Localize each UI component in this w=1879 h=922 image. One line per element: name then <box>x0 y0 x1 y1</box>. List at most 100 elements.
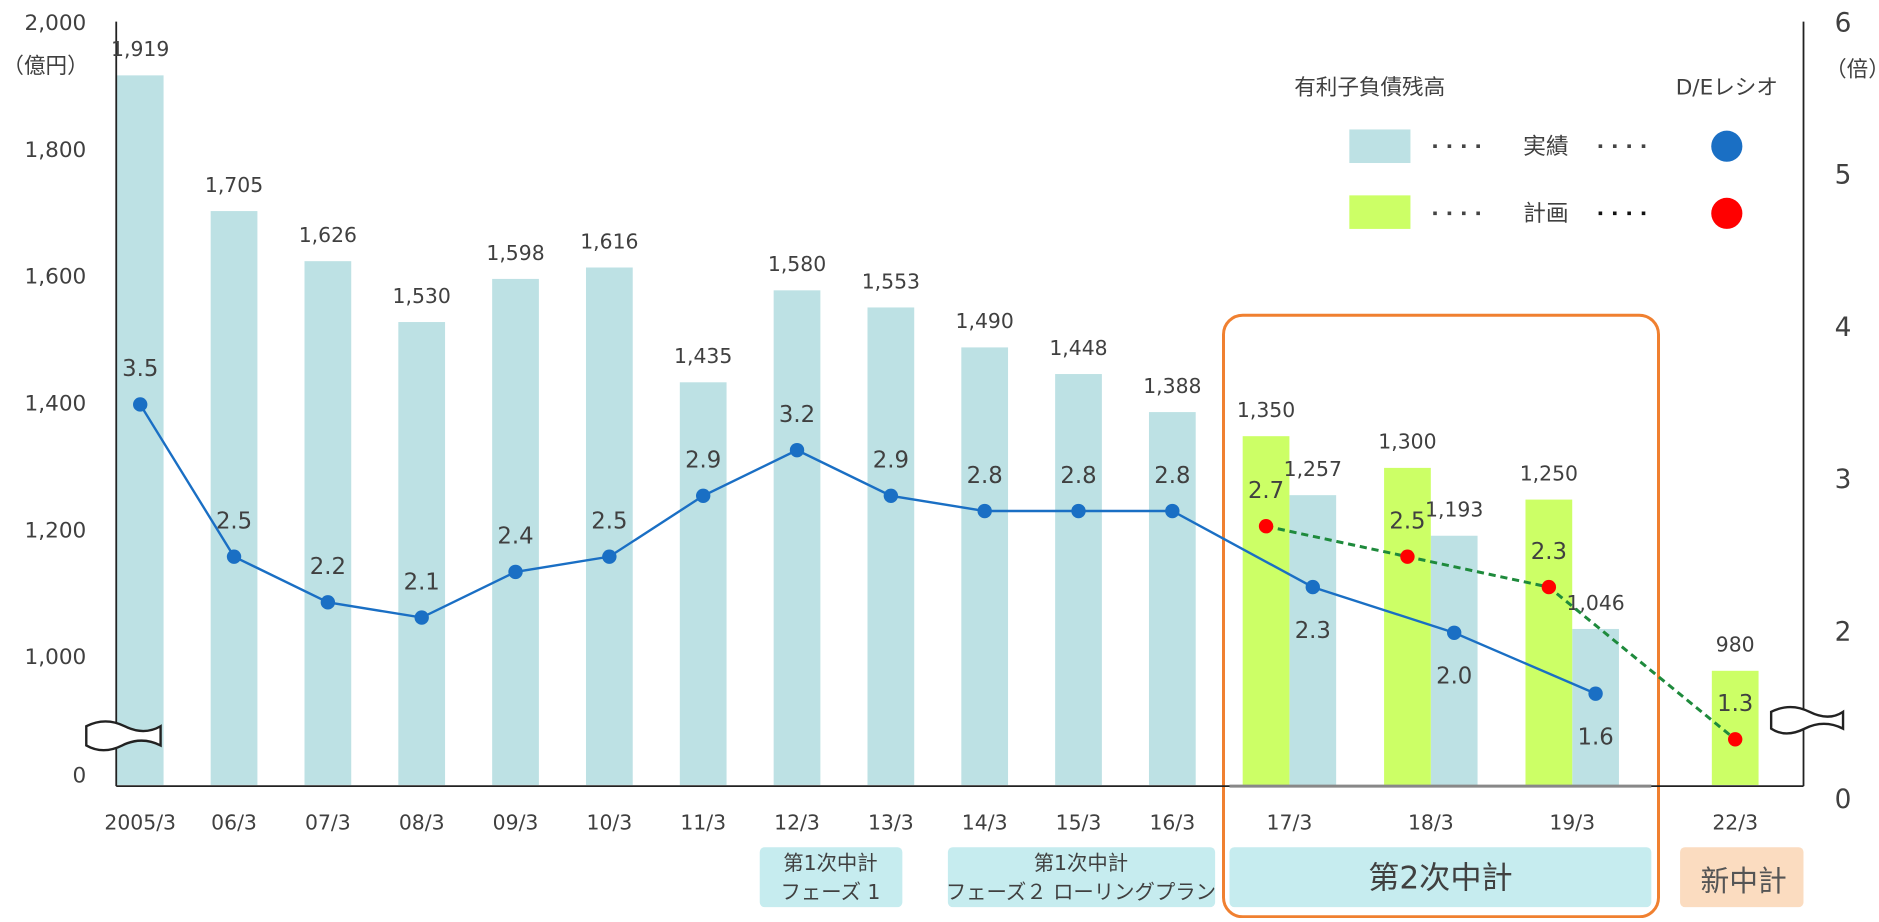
bar-label: 1,705 <box>205 173 263 197</box>
bar-label: 1,300 <box>1378 430 1436 454</box>
y2-tick-label: 0 <box>1835 785 1852 815</box>
period-label: 第2次中計 <box>1368 861 1512 897</box>
marker <box>1400 549 1415 564</box>
legend-swatch <box>1349 129 1411 164</box>
x-tick-label: 15/3 <box>1056 810 1102 834</box>
axis-break <box>1769 705 1845 735</box>
data-label: 1.3 <box>1717 691 1753 717</box>
marker <box>1258 519 1274 534</box>
y-tick-label: 0 <box>73 764 87 789</box>
y-tick-label: 1,400 <box>25 391 87 416</box>
bar-label: 1,626 <box>299 223 357 247</box>
bar <box>492 278 539 785</box>
y-tick-label: 1,600 <box>25 265 87 290</box>
legend-swatch <box>1349 195 1411 229</box>
bar <box>867 307 915 785</box>
x-tick-label: 17/3 <box>1267 810 1313 834</box>
marker <box>883 488 899 503</box>
x-tick-label: 08/3 <box>399 810 445 834</box>
marker <box>1071 503 1086 519</box>
axis-break <box>85 720 162 752</box>
bars <box>116 75 1759 785</box>
bar <box>773 290 821 785</box>
y-tick-label: 2,000 <box>25 11 87 36</box>
marker <box>1588 686 1603 701</box>
bar-label: 1,530 <box>393 284 451 308</box>
marker <box>1446 625 1462 640</box>
data-label: 2.1 <box>404 569 440 595</box>
y2-unit: （倍） <box>1825 58 1879 83</box>
x-tick-label: 10/3 <box>586 810 632 834</box>
period-label: フェーズ 1 <box>781 880 881 904</box>
data-label: 3.5 <box>122 356 158 382</box>
marker <box>226 549 242 564</box>
bar <box>679 382 727 785</box>
bar <box>1711 670 1759 785</box>
marker <box>1541 579 1557 595</box>
y-tick-label: 1,200 <box>25 518 87 543</box>
marker <box>789 442 805 458</box>
marker <box>1165 503 1180 519</box>
data-label: 2.8 <box>1060 463 1096 489</box>
y2-tick-label: 4 <box>1835 313 1852 343</box>
period-box <box>947 847 1216 908</box>
marker <box>1305 579 1320 595</box>
data-label: 2.0 <box>1436 664 1472 690</box>
period-label: 新中計 <box>1700 864 1786 898</box>
marker <box>977 503 992 519</box>
marker <box>1728 732 1743 747</box>
marker <box>695 488 711 503</box>
marker <box>320 595 336 610</box>
y2-tick-label: 3 <box>1835 465 1852 495</box>
x-tick-label: 2005/3 <box>104 810 176 834</box>
period-box <box>759 847 903 908</box>
x-tick-label: 09/3 <box>493 810 539 834</box>
bar-label: 1,046 <box>1566 591 1624 615</box>
legend-label: 計画 <box>1523 201 1568 227</box>
bar-label: 1,257 <box>1284 457 1342 481</box>
bar <box>1525 499 1573 785</box>
bar-label: 980 <box>1716 633 1755 657</box>
bar-label: 1,580 <box>768 252 826 276</box>
data-label: 2.3 <box>1531 539 1567 565</box>
bar <box>1148 412 1196 785</box>
bar <box>961 347 1009 785</box>
bar-label: 1,193 <box>1425 498 1483 522</box>
period-label: 第1次中計 <box>783 851 877 875</box>
bar-label: 1,490 <box>956 309 1014 333</box>
y2-tick-label: 5 <box>1835 161 1852 191</box>
x-tick-label: 22/3 <box>1712 810 1758 834</box>
bar <box>1055 374 1102 785</box>
legend-marker <box>1711 197 1743 229</box>
bar <box>585 267 633 785</box>
legend-title: 有利子負債残高 <box>1294 76 1445 101</box>
bar-label: 1,598 <box>486 241 544 265</box>
x-tick-label: 07/3 <box>305 810 351 834</box>
y2-tick-label: 6 <box>1835 9 1852 39</box>
x-tick-label: 16/3 <box>1149 810 1195 834</box>
bar <box>1430 535 1478 785</box>
x-tick-label: 18/3 <box>1408 810 1454 834</box>
bar <box>1289 495 1337 785</box>
legend-marker <box>1711 130 1743 162</box>
data-label: 2.9 <box>685 448 721 474</box>
legend-label: 実績 <box>1523 134 1568 160</box>
period-label: 第1次中計 <box>1034 851 1128 875</box>
marker <box>508 564 523 580</box>
bar-label: 1,448 <box>1049 336 1107 360</box>
bar-label: 1,616 <box>580 229 638 253</box>
bar <box>398 322 446 785</box>
line <box>1265 524 1737 741</box>
x-tick-label: 13/3 <box>868 810 914 834</box>
data-label: 2.3 <box>1295 618 1331 644</box>
bar <box>304 261 352 785</box>
x-tick-label: 06/3 <box>211 810 257 834</box>
x-tick-label: 14/3 <box>962 810 1008 834</box>
data-label: 2.4 <box>497 524 533 550</box>
legend-title: D/Eレシオ <box>1676 76 1778 101</box>
bar <box>210 211 258 785</box>
bar-label: 1,388 <box>1143 374 1201 398</box>
x-tick-label: 12/3 <box>774 810 820 834</box>
